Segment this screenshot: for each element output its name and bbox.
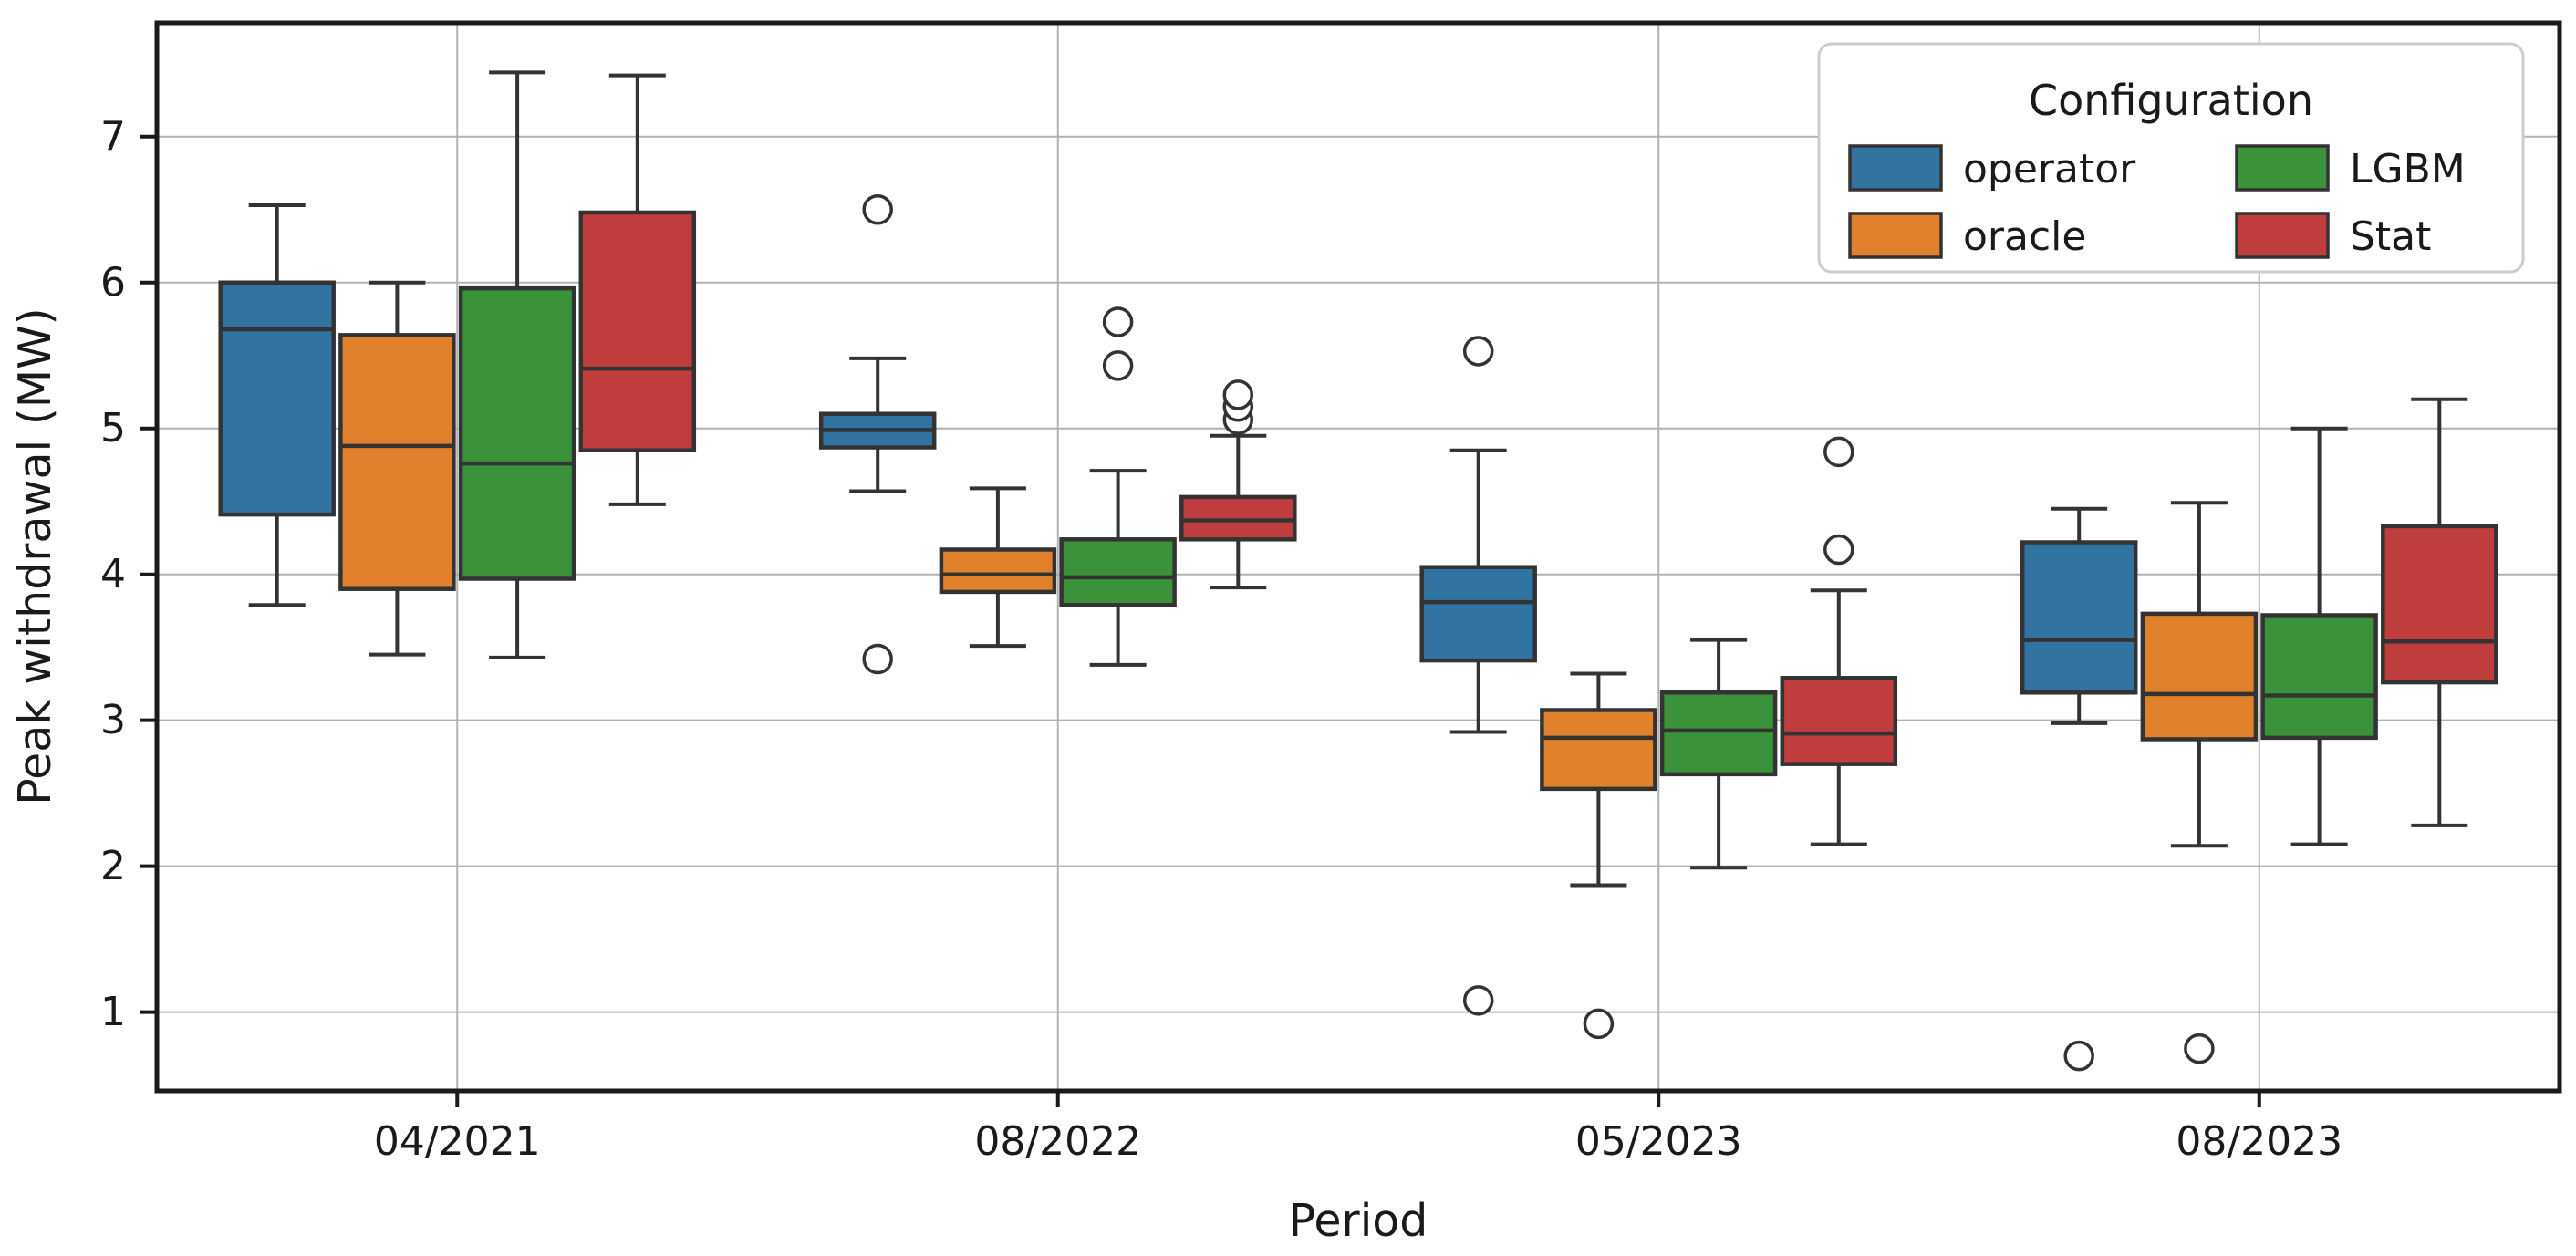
box-operator-04-2021 xyxy=(218,202,336,607)
legend-swatch-stat xyxy=(2235,212,2330,259)
y-tick-label: 2 xyxy=(100,843,126,889)
outlier-point xyxy=(1102,350,1134,381)
iqr-box xyxy=(1419,565,1537,663)
outlier-point xyxy=(1462,985,1494,1016)
iqr-box xyxy=(218,280,336,517)
box-LGBM-04-2021 xyxy=(458,70,576,659)
outlier-point xyxy=(1823,534,1854,566)
box-oracle-08-2022 xyxy=(939,486,1057,649)
legend-label-lgbm: LGBM xyxy=(2350,146,2466,192)
x-tick-label: 08/2022 xyxy=(974,1118,1141,1165)
legend-label-oracle: oracle xyxy=(1963,213,2086,260)
box-oracle-04-2021 xyxy=(338,280,456,657)
box-operator-08-2022 xyxy=(818,194,937,675)
outlier-point xyxy=(2184,1033,2215,1064)
y-tick-label: 5 xyxy=(100,405,126,452)
iqr-box xyxy=(1059,537,1177,607)
y-tick-label: 3 xyxy=(100,697,126,743)
outlier-point xyxy=(862,643,893,675)
iqr-box xyxy=(458,285,576,581)
y-axis-label: Peak withdrawal (MW) xyxy=(9,307,61,804)
legend-swatch-operator xyxy=(1848,144,1943,192)
x-tick-label: 08/2023 xyxy=(2176,1118,2342,1165)
outlier-point xyxy=(1222,379,1254,410)
box-oracle-08-2023 xyxy=(2140,501,2259,1064)
box-Stat-04-2021 xyxy=(578,73,697,506)
box-oracle-05-2023 xyxy=(1540,671,1657,1040)
legend-frame xyxy=(1817,42,2525,274)
outlier-point xyxy=(1102,306,1134,337)
axes-layer: 1 2 3 4 5 6 7 04/2021 08/2022 05/2023 08/2023 xyxy=(100,113,2342,1165)
iqr-box xyxy=(2381,524,2498,685)
legend-label-operator: operator xyxy=(1963,146,2136,192)
legend-title: Configuration xyxy=(2029,76,2313,125)
box-Stat-08-2022 xyxy=(1179,379,1297,590)
outlier-point xyxy=(1823,436,1854,468)
boxes-layer xyxy=(218,70,2498,1072)
y-tick-label: 6 xyxy=(100,259,126,306)
iqr-box xyxy=(2020,540,2138,695)
outlier-point xyxy=(1583,1008,1615,1040)
x-axis-label: Period xyxy=(1289,1195,1428,1247)
box-LGBM-08-2023 xyxy=(2260,426,2378,846)
iqr-box xyxy=(1179,494,1297,542)
iqr-box xyxy=(1780,676,1898,766)
box-Stat-08-2023 xyxy=(2381,397,2498,827)
box-operator-08-2023 xyxy=(2020,506,2138,1072)
iqr-box xyxy=(578,210,697,452)
y-tick-label: 1 xyxy=(100,989,126,1035)
legend-swatch-lgbm xyxy=(2235,144,2330,192)
outlier-point xyxy=(2063,1040,2094,1072)
outlier-point xyxy=(862,194,893,225)
iqr-box xyxy=(2260,613,2378,741)
y-tick-label: 7 xyxy=(100,113,126,160)
box-operator-05-2023 xyxy=(1419,336,1537,1016)
x-tick-label: 05/2023 xyxy=(1575,1118,1742,1165)
x-tick-label: 04/2021 xyxy=(374,1118,541,1165)
box-LGBM-05-2023 xyxy=(1659,638,1778,870)
iqr-box xyxy=(2140,611,2259,742)
legend-label-stat: Stat xyxy=(2350,213,2431,260)
box-LGBM-08-2022 xyxy=(1059,306,1177,667)
iqr-box xyxy=(1659,690,1778,777)
legend: Configuration operator oracle LGBM Stat xyxy=(1817,42,2525,274)
iqr-box xyxy=(1540,708,1657,792)
iqr-box xyxy=(939,547,1057,595)
outlier-point xyxy=(1462,336,1494,367)
plot-border xyxy=(154,20,2562,1094)
y-tick-label: 4 xyxy=(100,551,126,597)
box-Stat-05-2023 xyxy=(1780,436,1898,846)
iqr-box xyxy=(338,333,456,591)
legend-swatch-oracle xyxy=(1848,212,1943,259)
